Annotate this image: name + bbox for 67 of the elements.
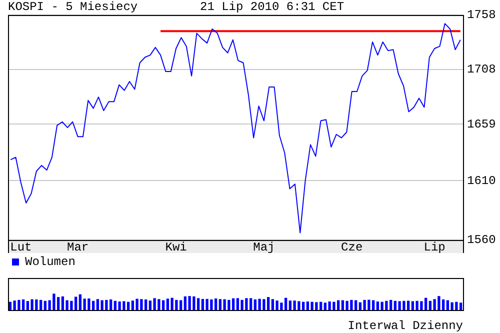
bar — [288, 300, 292, 310]
bar — [411, 301, 414, 310]
bar — [74, 296, 78, 310]
bar — [26, 301, 30, 310]
bar — [166, 298, 170, 310]
x-tick-label: Mar — [66, 240, 89, 254]
bar — [44, 300, 47, 310]
bar — [184, 296, 187, 310]
y-tick-label: 1659 — [467, 117, 496, 132]
bar — [394, 300, 397, 310]
bar — [324, 302, 327, 310]
bar — [372, 300, 375, 310]
y-tick-label: 1758 — [467, 8, 496, 22]
bar — [114, 300, 117, 310]
bar — [78, 294, 82, 310]
bar — [148, 300, 152, 310]
bar — [271, 299, 274, 310]
bar — [22, 299, 25, 310]
y-tick-label: 1560 — [467, 233, 496, 248]
bar — [302, 302, 305, 310]
x-tick-label: Cze — [341, 240, 363, 254]
bar — [126, 302, 130, 310]
bar — [39, 300, 42, 310]
bar — [201, 298, 204, 310]
bar — [232, 298, 235, 310]
x-tick-label: Lut — [10, 240, 32, 254]
bar — [446, 300, 450, 310]
bar — [428, 300, 432, 310]
bar — [196, 298, 200, 310]
chart-subtitle: 21 Lip 2010 6:31 CET — [200, 0, 344, 14]
bar — [389, 300, 392, 310]
bar — [354, 300, 358, 310]
bar — [266, 297, 270, 310]
bar — [236, 298, 240, 310]
bar — [424, 298, 428, 310]
bar — [319, 302, 322, 310]
bar — [144, 299, 148, 310]
x-tick-label: Lip — [424, 240, 446, 254]
bar — [162, 300, 165, 310]
bar — [56, 297, 60, 310]
bar — [61, 296, 64, 310]
bar — [249, 298, 252, 310]
bar — [218, 299, 222, 310]
bar — [336, 300, 340, 310]
bar — [131, 300, 134, 310]
bar — [341, 300, 344, 310]
bar — [92, 300, 95, 310]
y-tick-label: 1610 — [467, 174, 496, 188]
bar — [358, 302, 362, 310]
bar — [214, 298, 218, 310]
bar — [406, 300, 410, 310]
bar — [459, 302, 462, 310]
bar — [8, 302, 12, 310]
bar — [306, 302, 310, 310]
bar — [96, 299, 100, 310]
y-tick-label: 1708 — [467, 62, 496, 77]
bar — [376, 302, 380, 310]
bar — [109, 299, 112, 310]
bar — [254, 299, 257, 310]
x-tick-label: Maj — [253, 240, 275, 254]
bar — [179, 300, 182, 310]
text: Interwal Dzienny — [348, 319, 463, 333]
chart-title: KOSPI - 5 Miesiecy — [8, 0, 138, 14]
x-tick-label: Kwi — [165, 240, 187, 254]
legend-label: Wolumen — [25, 255, 76, 270]
bar — [442, 299, 445, 310]
bar — [284, 298, 288, 310]
